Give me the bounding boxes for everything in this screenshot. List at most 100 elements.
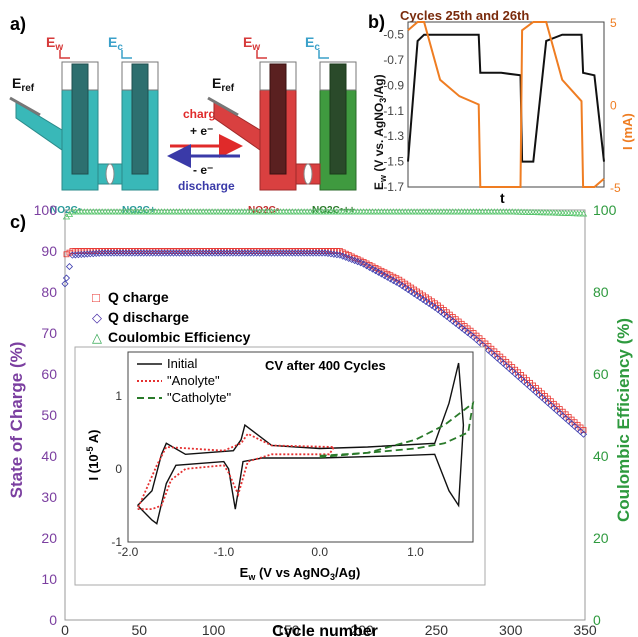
q-discharge-marker	[259, 249, 267, 257]
panel-c-left-tick: 60	[41, 366, 57, 382]
inset-x-tick: -2.0	[118, 545, 139, 559]
q-charge-marker	[72, 248, 79, 254]
q-discharge-marker	[146, 249, 154, 257]
cell-right-electrode-2	[329, 63, 347, 175]
q-charge-marker	[378, 267, 385, 274]
cell-left-electrode-2	[131, 63, 149, 175]
q-discharge-marker	[579, 430, 588, 438]
q-discharge-marker	[214, 249, 222, 257]
inset-x-tick: -1.0	[213, 545, 234, 559]
q-discharge-marker	[199, 249, 207, 257]
q-discharge-marker	[324, 249, 332, 258]
q-charge-marker	[66, 249, 73, 256]
q-discharge-marker	[413, 292, 421, 300]
q-discharge-marker	[392, 278, 400, 286]
q-discharge-marker	[401, 284, 409, 292]
q-discharge-marker	[247, 249, 255, 257]
cell-left: Ew Ec Eref NO2C• NO2C+	[9, 34, 159, 216]
q-discharge-marker	[368, 265, 377, 273]
inset-x-tick: 1.0	[407, 545, 424, 559]
q-discharge-marker	[386, 275, 394, 283]
charge-electron-label: + e⁻	[190, 124, 213, 138]
q-discharge-marker	[89, 250, 97, 258]
cell-right-eref-label: Eref	[212, 75, 235, 94]
q-discharge-marker	[229, 249, 237, 257]
q-discharge-marker	[155, 249, 163, 257]
inset-legend-anolyte-label: "Anolyte"	[167, 373, 220, 388]
q-discharge-marker	[232, 249, 240, 257]
q-discharge-marker	[113, 249, 121, 257]
inset-y-tick: -1	[111, 535, 122, 549]
q-discharge-marker	[440, 310, 448, 318]
q-discharge-marker	[143, 249, 151, 257]
cell-right-frit	[303, 163, 313, 185]
cell-left-ec-label: Ec	[108, 34, 123, 53]
q-discharge-marker	[315, 249, 323, 257]
q-discharge-marker	[383, 273, 391, 281]
inset-x-tick: 0.0	[311, 545, 328, 559]
q-discharge-marker	[467, 331, 475, 339]
panel-b-label: b)	[368, 12, 385, 32]
q-discharge-marker	[270, 249, 279, 257]
q-charge-marker	[360, 259, 367, 265]
inset-legend-catholyte-label: "Catholyte"	[167, 390, 232, 405]
cell-left-electrode-1	[71, 63, 89, 175]
q-discharge-marker	[208, 249, 216, 257]
q-discharge-marker	[152, 249, 160, 257]
panel-b: b) Cycles 25th and 26th -0.5 -0.7 -0.9 -1.1…	[368, 8, 635, 206]
panel-b-left-ticks: -0.5 -0.7 -0.9 -1.1 -1.3 -1.5 -1.7	[383, 28, 404, 194]
inset-y-tick: 1	[115, 389, 122, 403]
panel-b-left-tick: -1.3	[383, 129, 404, 143]
panel-c-left-tick: 40	[41, 448, 57, 464]
cell-left-ew-label: Ew	[46, 34, 63, 53]
q-discharge-marker	[309, 249, 317, 257]
q-discharge-marker	[279, 249, 287, 257]
q-discharge-marker	[330, 250, 338, 258]
q-discharge-marker	[211, 249, 219, 257]
panel-b-voltage-line	[407, 33, 605, 163]
q-discharge-marker	[122, 249, 130, 257]
q-discharge-marker	[131, 249, 139, 257]
q-discharge-marker	[65, 263, 74, 271]
q-discharge-marker	[431, 303, 439, 311]
panel-c-left-tick: 30	[41, 489, 57, 505]
panel-b-left-tick: -0.9	[383, 78, 404, 92]
q-charge-marker	[63, 251, 70, 258]
q-discharge-marker	[297, 249, 305, 257]
cell-left-ref-arm	[15, 101, 63, 151]
inset-anolyte-curve	[136, 432, 336, 511]
q-discharge-marker	[68, 251, 76, 259]
q-discharge-marker	[288, 249, 296, 257]
q-discharge-marker	[77, 250, 85, 259]
panel-b-plot-area	[407, 21, 605, 188]
q-discharge-marker	[235, 249, 243, 257]
q-discharge-marker	[104, 249, 112, 257]
q-discharge-marker	[256, 249, 264, 257]
panel-b-right-ticks: 5 0 -5	[610, 16, 621, 195]
cell-left-ec-wire	[121, 50, 132, 59]
q-discharge-marker	[226, 249, 234, 257]
q-discharge-marker	[244, 249, 252, 257]
q-discharge-marker	[380, 272, 388, 280]
panel-b-xlabel: t	[500, 190, 505, 206]
q-discharge-marker	[119, 249, 127, 257]
panel-b-left-tick: -1.7	[383, 180, 404, 194]
panel-b-current-line	[407, 21, 605, 188]
q-charge-marker	[351, 254, 358, 261]
legend-q-discharge-symbol: ◇	[92, 310, 102, 325]
q-discharge-marker	[116, 249, 124, 257]
q-discharge-marker	[163, 249, 172, 257]
panel-b-left-tick: -0.5	[383, 28, 404, 42]
inset-series	[136, 362, 475, 525]
panel-b-ylabel-right: I (mA)	[620, 113, 635, 150]
cell-right-ec-label: Ec	[305, 34, 320, 53]
legend-q-charge-symbol: □	[92, 290, 100, 305]
q-discharge-marker	[276, 249, 284, 257]
q-discharge-marker	[169, 249, 178, 257]
panel-c-left-tick: 90	[41, 243, 57, 259]
q-charge-marker	[333, 248, 340, 254]
q-discharge-marker	[416, 294, 424, 302]
q-discharge-marker	[410, 290, 418, 298]
q-discharge-marker	[220, 249, 228, 257]
